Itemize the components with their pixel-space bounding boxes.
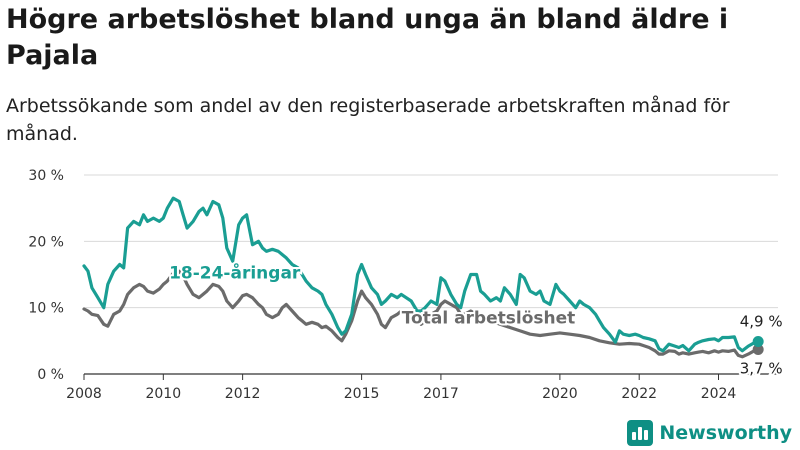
y-tick-label: 0 %	[37, 367, 64, 383]
x-tick-label: 2024	[701, 386, 737, 402]
y-axis-tick-labels: 0 % 10 % 20 % 30 %	[28, 168, 64, 383]
chart-title: Högre arbetslöshet bland unga än bland ä…	[6, 4, 729, 71]
youth-end-value-label: 4,9 %	[740, 312, 783, 330]
series-labels: 18-24-åringar Total arbetslöshet 4,9 % 3,7 …	[167, 259, 785, 379]
y-tick-label: 10 %	[28, 301, 64, 317]
youth-end-marker	[752, 335, 764, 347]
x-tick-label: 2015	[344, 386, 380, 402]
newsworthy-logo: Newsworthy	[627, 419, 792, 447]
line-chart: 0 % 10 % 20 % 30 % 2008 2010 2012 2015 2017 2020…	[28, 168, 785, 402]
total-series-line	[82, 269, 760, 359]
x-tick-label: 2020	[542, 386, 578, 402]
x-tick-label: 2010	[145, 386, 181, 402]
total-end-marker	[752, 343, 764, 355]
y-tick-label: 30 %	[28, 168, 64, 184]
youth-series-line	[82, 196, 760, 353]
series-lines	[82, 196, 764, 359]
x-tick-label: 2012	[225, 386, 261, 402]
x-axis: 2008 2010 2012 2015 2017 2020 2022 2024	[66, 373, 778, 402]
y-tick-label: 20 %	[28, 234, 64, 250]
x-tick-label: 2022	[621, 386, 657, 402]
bar-chart-icon	[627, 420, 654, 446]
brand-name: Newsworthy	[659, 422, 792, 444]
gridlines	[84, 174, 778, 309]
chart-subtitle: Arbetssökande som andel av den registerb…	[6, 95, 730, 145]
x-tick-label: 2008	[66, 386, 102, 402]
total-series-label: Total arbetslöshet	[402, 309, 576, 329]
total-end-value-label: 3,7 %	[740, 359, 783, 377]
youth-series-label: 18-24-åringar	[169, 261, 301, 283]
x-tick-label: 2017	[423, 386, 459, 402]
